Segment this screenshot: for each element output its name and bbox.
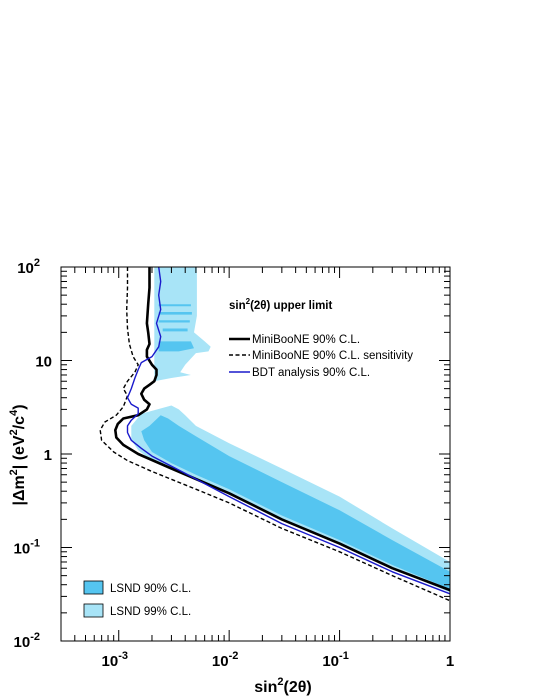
x-tick-label: 10-2 [212,650,238,670]
legend-label-sensitivity: MiniBooNE 90% C.L. sensitivity [252,350,413,362]
exclusion-curves [99,266,451,602]
legend-bottom: LSND 90% C.L. LSND 99% C.L. [83,580,191,618]
x-tick-label: 1 [446,653,454,670]
bdt-analysis-curve [126,266,451,595]
lsnd-regions [131,267,451,593]
legend-swatch-lsnd-99 [83,603,104,618]
legend-label-miniboone: MiniBooNE 90% C.L. [252,334,360,346]
miniboone-sensitivity-curve [99,267,451,602]
lsnd-region-5 [158,312,192,315]
y-tick-label: 1 [44,447,52,464]
miniboone-90-curve [114,267,451,592]
axis-ticks [60,266,451,642]
legend-label-lsnd-90: LSND 90% C.L. [110,583,191,595]
legend-swatch-lsnd-90 [83,580,104,595]
legend-top-title: sin2(2θ) upper limit [229,297,332,312]
legend-label-lsnd-99: LSND 99% C.L. [110,606,191,618]
y-tick-label: 10-1 [14,538,40,558]
y-axis-title: |Δm2| (eV2/c4) [8,404,28,505]
y-tick-label: 10 [35,354,52,371]
y-tick-label: 102 [17,257,40,277]
y-tick-label: 10-2 [14,631,40,651]
tick-labels: 10-3 10-2 10-1 1 10-2 10-1 1 10 102 [14,257,455,670]
lsnd-region-1 [154,267,211,382]
x-tick-label: 10-1 [322,650,348,670]
lsnd-region-4 [158,304,191,307]
y-axis-title-group: |Δm2| (eV2/c4) [8,404,28,505]
legend-top: sin2(2θ) upper limit MiniBooNE 90% C.L. … [229,297,413,379]
lsnd-region-3 [158,341,194,352]
x-tick-label: 10-3 [102,650,128,670]
x-axis-title: sin2(2θ) [254,676,311,696]
legend-label-bdt: BDT analysis 90% C.L. [252,367,370,379]
lsnd-region-2 [141,415,451,589]
lsnd-region-7 [162,328,188,332]
lsnd-region-6 [158,320,190,323]
